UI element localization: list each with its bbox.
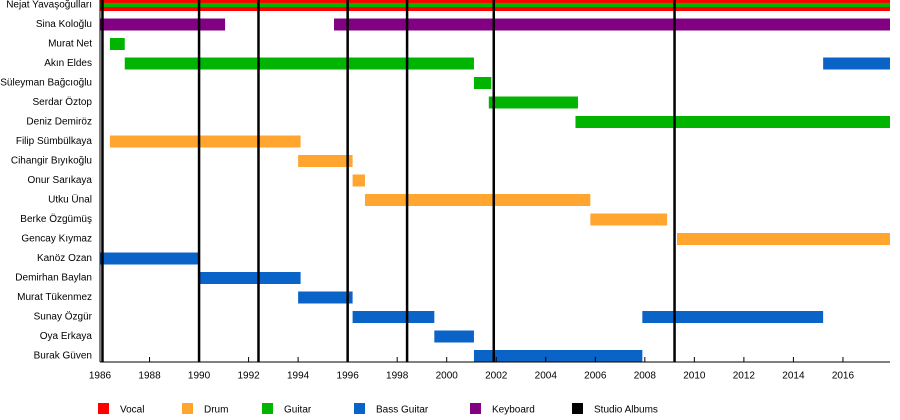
member-bar xyxy=(434,330,474,343)
x-tick-label: 2010 xyxy=(683,371,706,382)
member-bar xyxy=(488,96,578,109)
legend-label: Studio Albums xyxy=(594,405,658,416)
legend-swatch xyxy=(470,403,481,414)
x-tick-label: 2002 xyxy=(485,371,508,382)
x-tick-label: 1986 xyxy=(89,371,112,382)
member-bar xyxy=(109,38,125,50)
x-tick-label: 1988 xyxy=(138,371,161,382)
x-tick-label: 1998 xyxy=(386,371,409,382)
x-tick-label: 2012 xyxy=(733,371,756,382)
member-bar xyxy=(364,194,591,206)
member-bar xyxy=(473,350,643,362)
x-tick-label: 2008 xyxy=(634,371,657,382)
x-tick-label: 1990 xyxy=(188,371,211,382)
member-bar xyxy=(823,57,890,70)
legend-swatch xyxy=(98,403,109,414)
member-label: Akın Eldes xyxy=(44,58,92,69)
member-label: Utku Ünal xyxy=(48,194,92,206)
member-label: Sunay Özgür xyxy=(34,311,93,323)
member-bar xyxy=(109,135,301,148)
legend-label: Guitar xyxy=(284,405,312,416)
member-label: Onur Sarıkaya xyxy=(28,175,93,186)
member-label: Deniz Demiröz xyxy=(26,117,92,128)
member-bar xyxy=(590,213,668,226)
member-bar xyxy=(473,77,492,89)
x-tick-label: 1994 xyxy=(287,371,310,382)
member-bar xyxy=(352,174,365,187)
x-tick-label: 2000 xyxy=(436,371,459,382)
x-tick-label: 2014 xyxy=(782,371,805,382)
member-label: Oya Erkaya xyxy=(40,331,93,342)
member-bar xyxy=(575,116,890,128)
member-label: Demirhan Baylan xyxy=(15,273,92,284)
legend-swatch xyxy=(182,403,193,414)
member-label: Berke Özgümüş xyxy=(20,213,92,225)
member-label: Gencay Kıymaz xyxy=(21,234,92,245)
legend-label: Keyboard xyxy=(492,405,535,416)
member-bar xyxy=(298,291,353,304)
member-label: Nejat Yavaşoğulları xyxy=(6,0,92,11)
member-bar xyxy=(124,57,474,70)
legend-label: Vocal xyxy=(120,405,144,416)
member-bar xyxy=(642,311,824,323)
member-bar xyxy=(334,18,890,31)
member-bar xyxy=(298,155,353,167)
legend-swatch xyxy=(262,403,273,414)
member-bar xyxy=(677,233,890,245)
x-tick-label: 1992 xyxy=(237,371,260,382)
member-label: Süleyman Bağcıoğlu xyxy=(0,78,92,89)
member-label: Murat Net xyxy=(48,39,92,50)
x-tick-label: 2004 xyxy=(535,371,558,382)
member-bar xyxy=(100,18,226,31)
member-label: Cihangir Bıyıkoğlu xyxy=(11,156,92,167)
x-tick-label: 2016 xyxy=(832,371,855,382)
member-bar xyxy=(352,311,435,323)
legend-swatch xyxy=(572,403,583,414)
member-bar xyxy=(199,272,301,284)
member-label: Serdar Öztop xyxy=(33,96,93,108)
member-label: Burak Güven xyxy=(34,351,92,362)
member-label: Kanöz Ozan xyxy=(37,253,92,264)
member-bar xyxy=(100,252,200,265)
legend-swatch xyxy=(354,403,365,414)
x-tick-label: 2006 xyxy=(584,371,607,382)
legend-label: Bass Guitar xyxy=(376,405,429,416)
legend-label: Drum xyxy=(204,405,228,416)
member-label: Murat Tükenmez xyxy=(17,292,92,303)
x-tick-label: 1996 xyxy=(337,371,360,382)
member-label: Filip Sümbülkaya xyxy=(16,136,93,147)
member-label: Sina Koloğlu xyxy=(36,19,92,30)
